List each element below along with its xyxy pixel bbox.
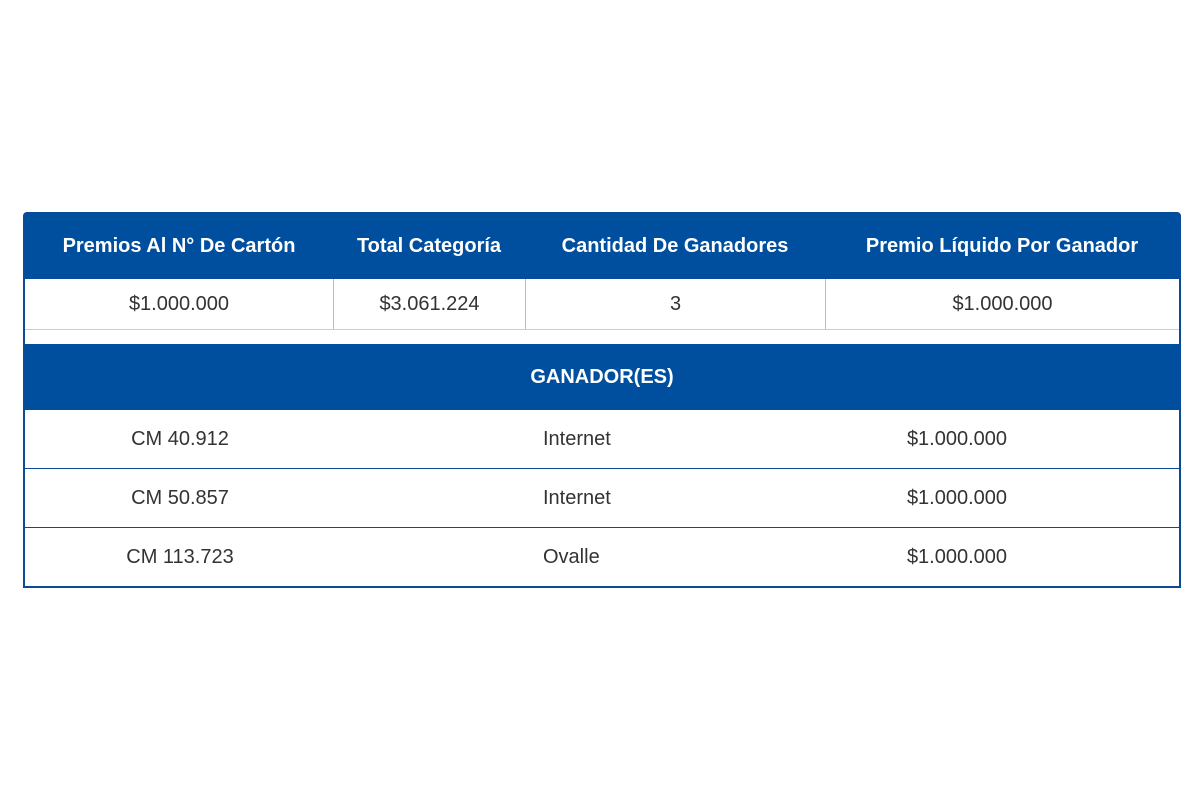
summary-cell: $3.061.224 [333, 279, 525, 329]
winner-cell: Ovalle [543, 545, 600, 568]
winner-row: CM 40.912 Internet $1.000.000 [25, 410, 1179, 468]
winner-row: CM 113.723 Ovalle $1.000.000 [25, 527, 1179, 586]
winner-cell: Internet [543, 427, 611, 450]
summary-cell: $1.000.000 [825, 279, 1179, 329]
results-table: Premios Al N° De Cartón Total Categoría Ca… [23, 212, 1181, 588]
header-cell: Cantidad De Ganadores [561, 234, 789, 257]
winner-cell: Internet [543, 486, 611, 509]
winner-cell: $1.000.000 [906, 486, 1008, 509]
winner-row: CM 50.857 Internet $1.000.000 [25, 468, 1179, 527]
winner-cell: CM 50.857 [131, 486, 229, 509]
header-cell: Premios Al N° De Cartón [62, 234, 296, 257]
summary-cell: 3 [525, 279, 825, 329]
winner-cell: $1.000.000 [906, 427, 1008, 450]
winner-cell: $1.000.000 [906, 545, 1008, 568]
header-cell: Premio Líquido Por Ganador [865, 234, 1139, 257]
spacer [25, 329, 1179, 344]
header-row: Premios Al N° De Cartón Total Categoría Ca… [25, 214, 1179, 278]
summary-cell: $1.000.000 [128, 292, 230, 315]
winner-cell: CM 113.723 [126, 545, 234, 568]
winner-cell: CM 40.912 [131, 427, 229, 450]
winners-title: GANADOR(ES) [25, 344, 1179, 410]
summary-row: $1.000.000 $3.061.224 3 $1.000.000 [25, 278, 1179, 329]
header-cell: Total Categoría [356, 234, 502, 257]
